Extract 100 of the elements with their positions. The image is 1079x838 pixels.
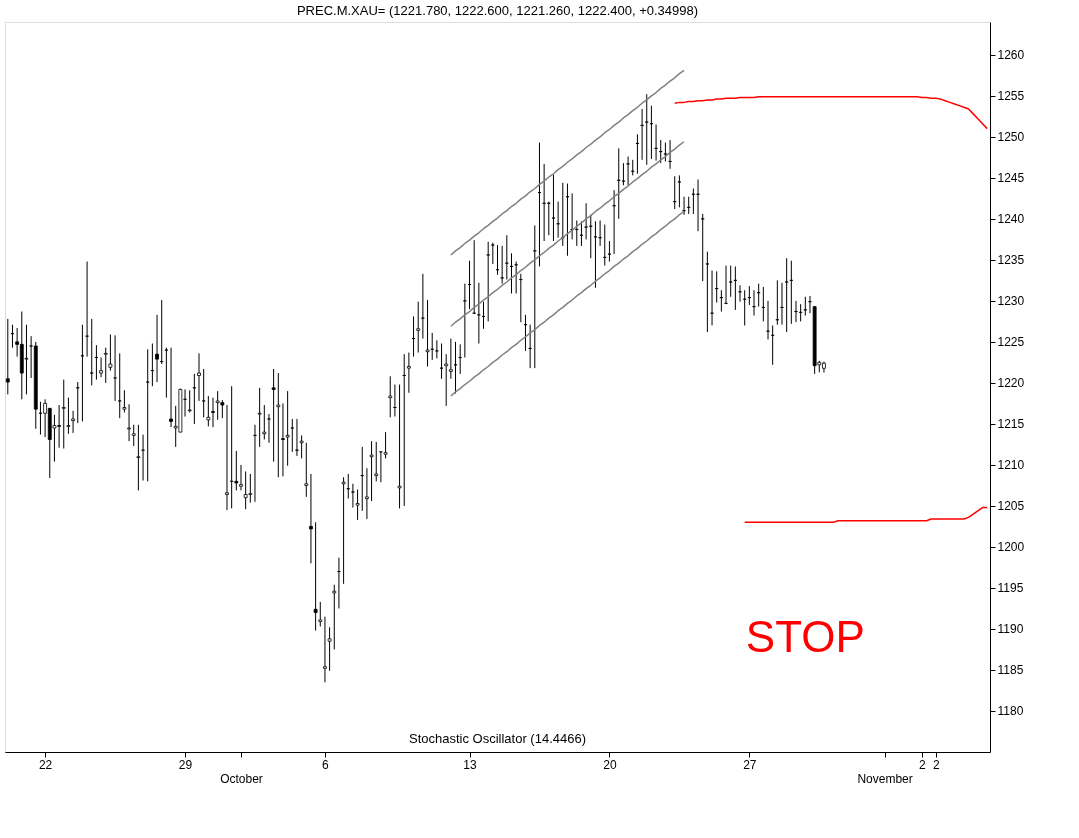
x-tick-label: 20 xyxy=(603,757,617,772)
candlestick xyxy=(448,338,453,380)
line-series xyxy=(450,141,685,328)
candlestick xyxy=(332,584,337,650)
candlestick xyxy=(663,142,668,162)
candlestick xyxy=(24,324,29,395)
candlestick xyxy=(131,424,136,447)
candlestick xyxy=(155,314,159,383)
y-tick-label: 1215 xyxy=(997,417,1025,432)
y-tick-label: 1260 xyxy=(997,48,1025,63)
candlestick xyxy=(145,348,150,482)
candlestick xyxy=(206,395,211,427)
candlestick xyxy=(420,273,425,340)
text: STOP xyxy=(745,612,865,662)
candlestick xyxy=(103,347,108,384)
candlestick xyxy=(271,368,276,463)
y-tick-label: 1205 xyxy=(997,499,1025,514)
line-series xyxy=(450,69,685,256)
candlestick xyxy=(677,174,682,208)
y-tick-label: 1190 xyxy=(997,622,1024,637)
y-tick-label: 1255 xyxy=(997,89,1025,104)
x-tick-label: 27 xyxy=(743,757,757,772)
candlestick xyxy=(784,257,789,333)
y-tick-label: 1250 xyxy=(997,130,1025,145)
x-tick-label: November xyxy=(857,771,913,786)
y-tick-label: 1200 xyxy=(997,540,1025,555)
chart-title: PREC.M.XAU= (1221.780, 1222.600, 1221.260, 1222.400, +0.34998) xyxy=(296,3,699,18)
candlestick xyxy=(705,251,710,333)
candlestick xyxy=(416,301,421,354)
candlestick xyxy=(211,397,215,428)
candlestick xyxy=(365,467,369,520)
candlestick xyxy=(309,473,313,564)
y-tick-label: 1210 xyxy=(997,458,1025,473)
candlestick xyxy=(248,473,253,504)
candlestick xyxy=(621,162,626,186)
candlestick xyxy=(215,390,220,421)
candlestick xyxy=(500,245,505,285)
candlestick xyxy=(486,241,491,322)
candlestick xyxy=(388,375,393,418)
candlestick xyxy=(425,299,430,367)
candlestick xyxy=(728,265,733,298)
y-tick-label: 1220 xyxy=(997,376,1025,391)
candlestick xyxy=(304,442,309,498)
y-tick-label: 1245 xyxy=(997,171,1025,186)
candlestick xyxy=(341,476,346,585)
candlestick xyxy=(318,601,323,628)
candlestick xyxy=(243,470,248,510)
candlestick xyxy=(607,240,612,263)
candlestick xyxy=(262,404,267,440)
candlestick xyxy=(89,318,94,386)
candlestick xyxy=(397,384,402,509)
candlestick xyxy=(187,389,192,413)
candlestick xyxy=(453,341,458,395)
candlestick xyxy=(267,413,271,444)
candlestick xyxy=(276,372,281,478)
candlestick xyxy=(257,387,262,448)
candlestick xyxy=(313,521,318,632)
line-series xyxy=(743,506,988,524)
line-series xyxy=(450,210,685,397)
candlestick xyxy=(700,213,705,282)
candlestick xyxy=(406,352,411,394)
y-tick-label: 1195 xyxy=(997,581,1024,596)
candlestick xyxy=(239,464,243,491)
candlestick xyxy=(444,353,449,407)
candlestick xyxy=(66,397,71,435)
candlestick xyxy=(164,347,169,399)
candlestick xyxy=(169,347,173,428)
x-tick-label: 29 xyxy=(178,757,193,772)
candlestick xyxy=(439,343,444,380)
y-tick-label: 1185 xyxy=(997,663,1024,678)
x-tick-label: 2 xyxy=(933,757,941,772)
x-tick-label: 2 xyxy=(919,757,927,772)
x-tick-label: 22 xyxy=(38,757,53,772)
candlestick xyxy=(593,220,598,289)
candlestick xyxy=(290,418,295,453)
candlestick xyxy=(225,404,229,511)
candlestick xyxy=(85,261,89,358)
y-tick-label: 1225 xyxy=(997,335,1025,350)
candlestick xyxy=(234,450,239,491)
candlestick xyxy=(584,202,589,240)
candlestick xyxy=(43,398,48,438)
candlestick xyxy=(117,352,122,419)
candlestick xyxy=(803,296,808,317)
annotation: Stochastic Oscillator (14.4466) xyxy=(408,731,587,746)
x-tick-label: 13 xyxy=(463,757,478,772)
x-tick-label: 6 xyxy=(322,757,330,772)
candlestick xyxy=(738,284,742,303)
candlestick xyxy=(374,441,379,482)
y-tick-label: 1235 xyxy=(997,253,1025,268)
candlestick xyxy=(197,352,201,402)
candlestick xyxy=(504,234,509,281)
candlestick xyxy=(462,283,467,358)
candlestick xyxy=(201,368,206,418)
candlestick xyxy=(551,174,556,242)
y-tick-label: 1180 xyxy=(997,704,1024,719)
line-series xyxy=(673,95,988,130)
candlestick xyxy=(369,440,374,502)
candlestick xyxy=(490,242,495,265)
y-tick-label: 1240 xyxy=(997,212,1025,227)
candlestick xyxy=(99,356,103,378)
